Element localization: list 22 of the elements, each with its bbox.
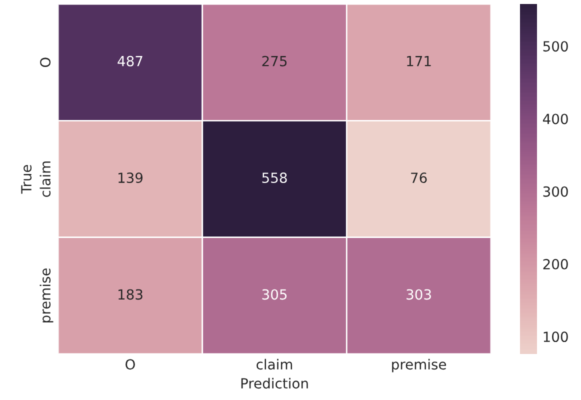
data-label: 183: [118, 289, 142, 300]
x-tick-label: O: [126, 359, 135, 370]
y-axis-title: True: [21, 164, 32, 194]
color-bar-label: 100: [544, 332, 568, 342]
y-tick-label: O: [40, 58, 51, 68]
data-label: 487: [118, 56, 142, 66]
x-tick-label: claim: [256, 358, 292, 370]
y-tick-label: claim: [40, 161, 51, 197]
color-bar-label: 400: [542, 114, 568, 124]
data-label: 139: [118, 172, 143, 184]
data-label: 305: [262, 289, 287, 300]
x-tick-label: premise: [392, 358, 446, 372]
x-axis-title: Prediction: [241, 378, 308, 389]
color-bar-label: 300: [543, 186, 568, 197]
data-label: 303: [406, 289, 431, 300]
y-tick-label: premise: [40, 268, 54, 322]
color-bar-label: 200: [543, 258, 568, 270]
data-label: 275: [262, 56, 287, 66]
data-label: 171: [407, 56, 431, 66]
data-label: 76: [411, 172, 427, 184]
color-bar-label: 500: [543, 41, 568, 52]
data-label: 558: [262, 172, 287, 184]
